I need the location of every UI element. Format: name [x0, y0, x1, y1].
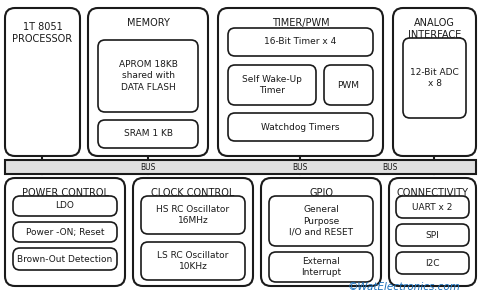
Text: SRAM 1 KB: SRAM 1 KB [123, 130, 172, 139]
FancyBboxPatch shape [396, 224, 469, 246]
FancyBboxPatch shape [218, 8, 383, 156]
FancyBboxPatch shape [261, 178, 381, 286]
FancyBboxPatch shape [133, 178, 253, 286]
FancyBboxPatch shape [389, 178, 476, 286]
FancyBboxPatch shape [141, 196, 245, 234]
FancyBboxPatch shape [141, 242, 245, 280]
Text: External
Interrupt: External Interrupt [301, 257, 341, 277]
Text: Power -ON; Reset: Power -ON; Reset [26, 227, 104, 236]
Text: BUS: BUS [382, 163, 398, 172]
Text: CONNECTIVITY: CONNECTIVITY [396, 188, 468, 198]
Text: Brown-Out Detection: Brown-Out Detection [17, 254, 113, 263]
Text: ANALOG
INTERFACE: ANALOG INTERFACE [408, 18, 461, 40]
Text: I2C: I2C [425, 259, 440, 268]
FancyBboxPatch shape [228, 65, 316, 105]
FancyBboxPatch shape [324, 65, 373, 105]
Text: LDO: LDO [56, 202, 74, 211]
Text: MEMORY: MEMORY [127, 18, 169, 28]
Text: PWM: PWM [337, 80, 360, 89]
FancyBboxPatch shape [13, 248, 117, 270]
FancyBboxPatch shape [228, 113, 373, 141]
Text: Self Wake-Up
Timer: Self Wake-Up Timer [242, 75, 302, 95]
FancyBboxPatch shape [228, 28, 373, 56]
Text: APROM 18KB
shared with
DATA FLASH: APROM 18KB shared with DATA FLASH [119, 60, 178, 92]
Bar [5, 160, 476, 174]
Text: TIMER/PWM: TIMER/PWM [272, 18, 329, 28]
FancyBboxPatch shape [5, 178, 125, 286]
Text: GPIO: GPIO [309, 188, 333, 198]
FancyBboxPatch shape [396, 196, 469, 218]
Text: CLOCK CONTROL: CLOCK CONTROL [151, 188, 235, 198]
Text: BUS: BUS [140, 163, 156, 172]
Text: 1T 8051
PROCESSOR: 1T 8051 PROCESSOR [12, 22, 72, 44]
Text: LS RC Oscillator
10KHz: LS RC Oscillator 10KHz [157, 251, 228, 271]
Text: BUS: BUS [292, 163, 308, 172]
Text: UART x 2: UART x 2 [412, 202, 453, 211]
FancyBboxPatch shape [98, 40, 198, 112]
FancyBboxPatch shape [5, 8, 80, 156]
FancyBboxPatch shape [396, 252, 469, 274]
Text: ©WatElectronics.com: ©WatElectronics.com [347, 282, 460, 292]
FancyBboxPatch shape [393, 8, 476, 156]
Text: POWER CONTROL: POWER CONTROL [22, 188, 108, 198]
Text: General
Purpose
I/O and RESET: General Purpose I/O and RESET [289, 206, 353, 237]
FancyBboxPatch shape [13, 222, 117, 242]
FancyBboxPatch shape [269, 196, 373, 246]
FancyBboxPatch shape [98, 120, 198, 148]
FancyBboxPatch shape [88, 8, 208, 156]
Text: HS RC Oscillator
16MHz: HS RC Oscillator 16MHz [156, 205, 229, 225]
FancyBboxPatch shape [403, 38, 466, 118]
FancyBboxPatch shape [269, 252, 373, 282]
Text: SPI: SPI [426, 230, 439, 239]
FancyBboxPatch shape [13, 196, 117, 216]
Text: 12-Bit ADC
x 8: 12-Bit ADC x 8 [410, 68, 459, 88]
Text: 16-Bit Timer x 4: 16-Bit Timer x 4 [264, 38, 336, 46]
Text: Watchdog Timers: Watchdog Timers [261, 122, 340, 131]
